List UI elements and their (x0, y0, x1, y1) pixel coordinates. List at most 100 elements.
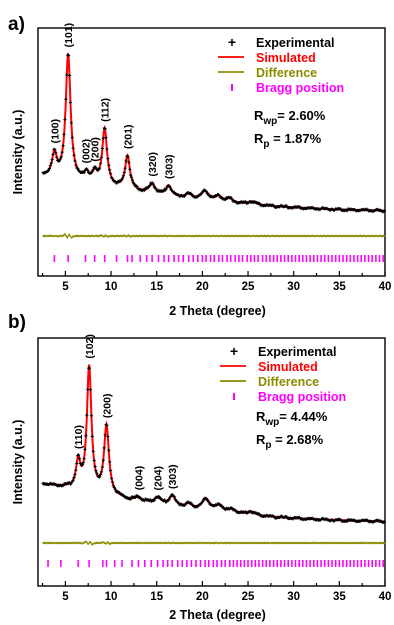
experimental-point (86, 168, 90, 173)
x-tick-label: 35 (333, 281, 346, 293)
experimental-point (46, 168, 51, 173)
experimental-point (54, 151, 58, 155)
experimental-point (47, 167, 52, 171)
experimental-point (126, 155, 130, 159)
experimental-point (101, 458, 105, 462)
legend-label: Bragg position (258, 390, 346, 404)
experimental-point (90, 434, 94, 438)
fit-statistic: Rwp= 4.44% (256, 409, 328, 428)
experimental-point (168, 185, 172, 189)
experimental-point (81, 461, 85, 465)
experimental-point (105, 147, 109, 151)
experimental-point (142, 499, 146, 503)
experimental-point (285, 204, 289, 208)
x-tick-label: 30 (287, 281, 300, 293)
experimental-point (98, 161, 103, 165)
experimental-point (67, 73, 72, 78)
x-tick-label: 25 (242, 591, 255, 603)
experimental-point (113, 487, 117, 491)
experimental-point (82, 170, 86, 175)
legend-label: Experimental (256, 36, 335, 50)
experimental-point (83, 447, 87, 451)
experimental-point (151, 183, 156, 187)
experimental-point (94, 469, 98, 473)
experimental-point (106, 157, 110, 161)
experimental-point (103, 127, 107, 131)
experimental-point (48, 164, 52, 168)
experimental-point (142, 188, 146, 192)
x-tick-label: 5 (62, 591, 69, 603)
experimental-point (50, 158, 54, 162)
simulated-series-line (42, 53, 385, 212)
experimental-point (100, 465, 104, 469)
fit-statistic: Rp = 1.87% (254, 131, 322, 150)
experimental-point (127, 160, 131, 164)
experimental-point (99, 155, 104, 159)
experimental-point (91, 449, 95, 453)
experimental-point (75, 461, 79, 466)
experimental-point (76, 166, 80, 170)
peak-label: (100) (49, 119, 61, 144)
experimental-point (244, 200, 248, 204)
x-tick-label: 5 (62, 281, 69, 293)
experimental-point (172, 495, 177, 499)
experimental-point (382, 209, 387, 213)
experimental-point (104, 136, 108, 140)
peak-label: (303) (164, 154, 176, 179)
experimental-point (89, 414, 94, 418)
experimental-point (162, 498, 167, 502)
experimental-point (285, 515, 289, 519)
legend-label: Simulated (256, 51, 316, 65)
experimental-point (77, 457, 82, 461)
x-axis-label: 2 Theta (degree) (169, 608, 266, 622)
experimental-point (55, 155, 59, 159)
experimental-point (66, 53, 71, 58)
x-tick-label: 20 (196, 591, 209, 603)
fit-statistic: Rwp= 2.60% (254, 108, 326, 127)
experimental-point (78, 461, 83, 466)
legend-experimental-symbol: + (228, 34, 236, 50)
experimental-point (57, 159, 62, 163)
x-tick-label: 10 (105, 281, 118, 293)
experimental-point (167, 498, 171, 502)
experimental-point (85, 413, 89, 417)
x-tick-label: 20 (196, 281, 209, 293)
experimental-point (206, 499, 210, 503)
experimental-point (217, 193, 221, 197)
peak-label: (112) (100, 98, 112, 122)
experimental-point (73, 473, 77, 477)
experimental-point (58, 157, 62, 161)
experimental-point (148, 183, 152, 188)
experimental-point (99, 470, 104, 474)
difference-series-line (42, 232, 386, 240)
peak-label: (002) (80, 139, 92, 164)
experimental-point (63, 117, 67, 121)
peak-label: (320) (147, 152, 159, 177)
experimental-point (201, 499, 205, 503)
experimental-point (157, 494, 161, 499)
experimental-point (100, 146, 104, 151)
x-axis-label: 2 Theta (degree) (169, 304, 266, 318)
experimental-point (77, 453, 81, 457)
experimental-point (71, 478, 75, 482)
experimental-point (92, 458, 96, 463)
experimental-point (132, 182, 136, 186)
experimental-point (91, 168, 95, 172)
experimental-point (164, 187, 168, 191)
chart-panel-a: 5 10 15 20 25 30 35 40 2 Theta (degree) Intensity… (8, 14, 391, 318)
x-tick-label: 40 (379, 281, 392, 293)
experimental-point (101, 136, 105, 140)
legend-label: Difference (256, 66, 317, 80)
experimental-point (382, 520, 387, 524)
peak-label: (102) (84, 334, 96, 359)
experimental-point (102, 446, 106, 450)
x-tick-label: 10 (105, 591, 118, 603)
bragg-series (47, 560, 384, 567)
legend-label: Simulated (258, 360, 318, 374)
legend-label: Difference (258, 375, 319, 389)
experimental-point (224, 197, 228, 202)
experimental-point (108, 468, 113, 473)
experimental-point (108, 460, 112, 464)
